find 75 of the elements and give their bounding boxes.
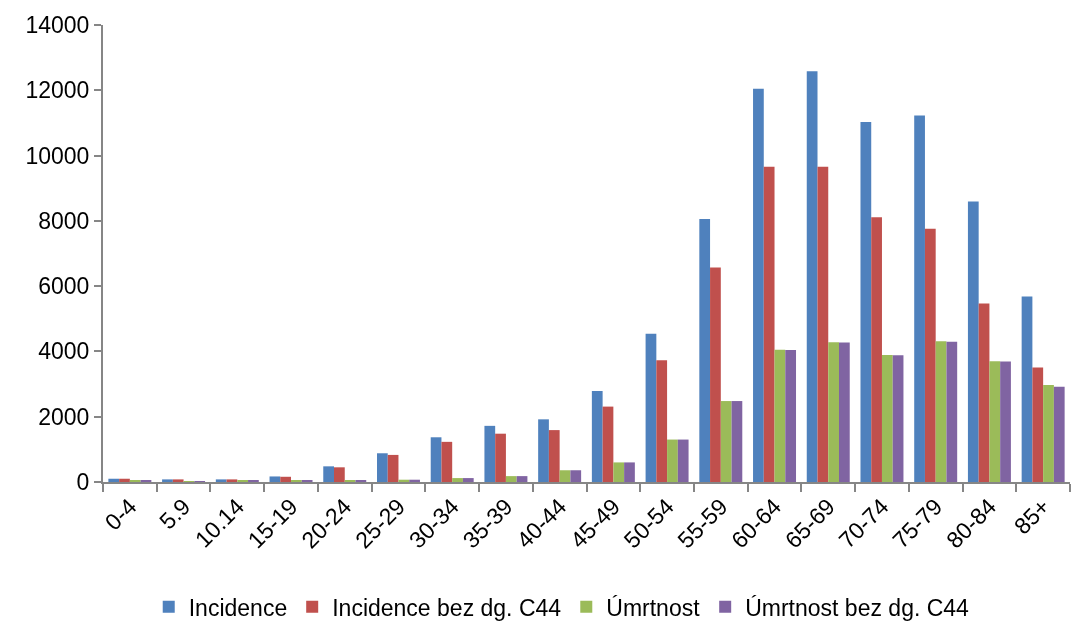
bar: [613, 462, 625, 482]
bar: [989, 361, 1001, 482]
y-tick-label: 8000: [38, 207, 90, 234]
bar: [967, 201, 979, 482]
y-tick-label: 6000: [38, 273, 90, 300]
bar: [763, 166, 775, 482]
bar: [1021, 296, 1033, 482]
bar: [495, 433, 506, 482]
bar: [462, 478, 474, 482]
bar: [269, 476, 281, 482]
bar: [892, 355, 904, 482]
bar: [1053, 386, 1065, 482]
bar: [924, 228, 936, 482]
bar: [1043, 385, 1054, 482]
bar: [914, 115, 925, 482]
bar: [817, 166, 829, 482]
y-tick-label: 10000: [25, 142, 90, 169]
bar: [559, 470, 571, 482]
bar: [516, 476, 528, 482]
bar: [226, 479, 238, 482]
bar: [785, 350, 797, 482]
bar: [280, 476, 292, 482]
bar: [774, 349, 786, 482]
y-tick-label: 0: [76, 469, 90, 496]
bar: [935, 341, 947, 482]
bar: [215, 479, 227, 482]
y-tick-label: 4000: [38, 338, 90, 365]
bar: [645, 333, 657, 482]
y-tick-label: 12000: [25, 77, 90, 104]
bar: [1032, 367, 1044, 482]
bar: [430, 437, 442, 482]
bar: [978, 303, 990, 482]
bar: [946, 341, 958, 482]
bar: [323, 466, 335, 482]
y-tick-label: 2000: [38, 403, 90, 430]
bar: [677, 439, 689, 482]
bar: [108, 478, 120, 482]
bar: [387, 454, 399, 482]
bar: [334, 467, 345, 482]
bar: [699, 218, 711, 482]
bar: [1000, 361, 1011, 482]
bar: [828, 342, 839, 482]
bar: [656, 360, 668, 482]
bar: [484, 425, 496, 482]
legend-label: Incidence bez dg. C44: [332, 594, 562, 621]
bar: [538, 419, 549, 482]
bar: [570, 470, 582, 482]
legend-label: Úmrtnost: [606, 594, 701, 621]
x-tick-label: 85+: [1008, 493, 1055, 540]
bar: [119, 478, 130, 482]
bar: [753, 88, 764, 482]
bar: [376, 453, 388, 482]
bar: [505, 476, 517, 482]
bar: [602, 406, 614, 482]
bar: [452, 478, 463, 482]
legend-label: Incidence: [188, 594, 288, 621]
bar: [881, 355, 893, 482]
bar: [162, 479, 173, 482]
bar: [667, 439, 678, 482]
bar: [710, 267, 721, 482]
bar: [871, 217, 882, 482]
bar: [806, 71, 818, 482]
x-tick-label: 5.9: [154, 493, 196, 535]
x-tick-label: 0-4: [99, 493, 142, 536]
bar: [838, 342, 850, 482]
bar: [860, 121, 872, 482]
y-tick-label: 14000: [25, 12, 90, 39]
bar: [720, 401, 732, 482]
legend-label: Úmrtnost bez dg. C44: [745, 594, 970, 621]
bar: [731, 401, 743, 482]
bar: [548, 430, 560, 482]
bar: [172, 479, 184, 482]
bar: [624, 462, 635, 482]
bar: [591, 390, 603, 482]
bar: [441, 441, 453, 482]
